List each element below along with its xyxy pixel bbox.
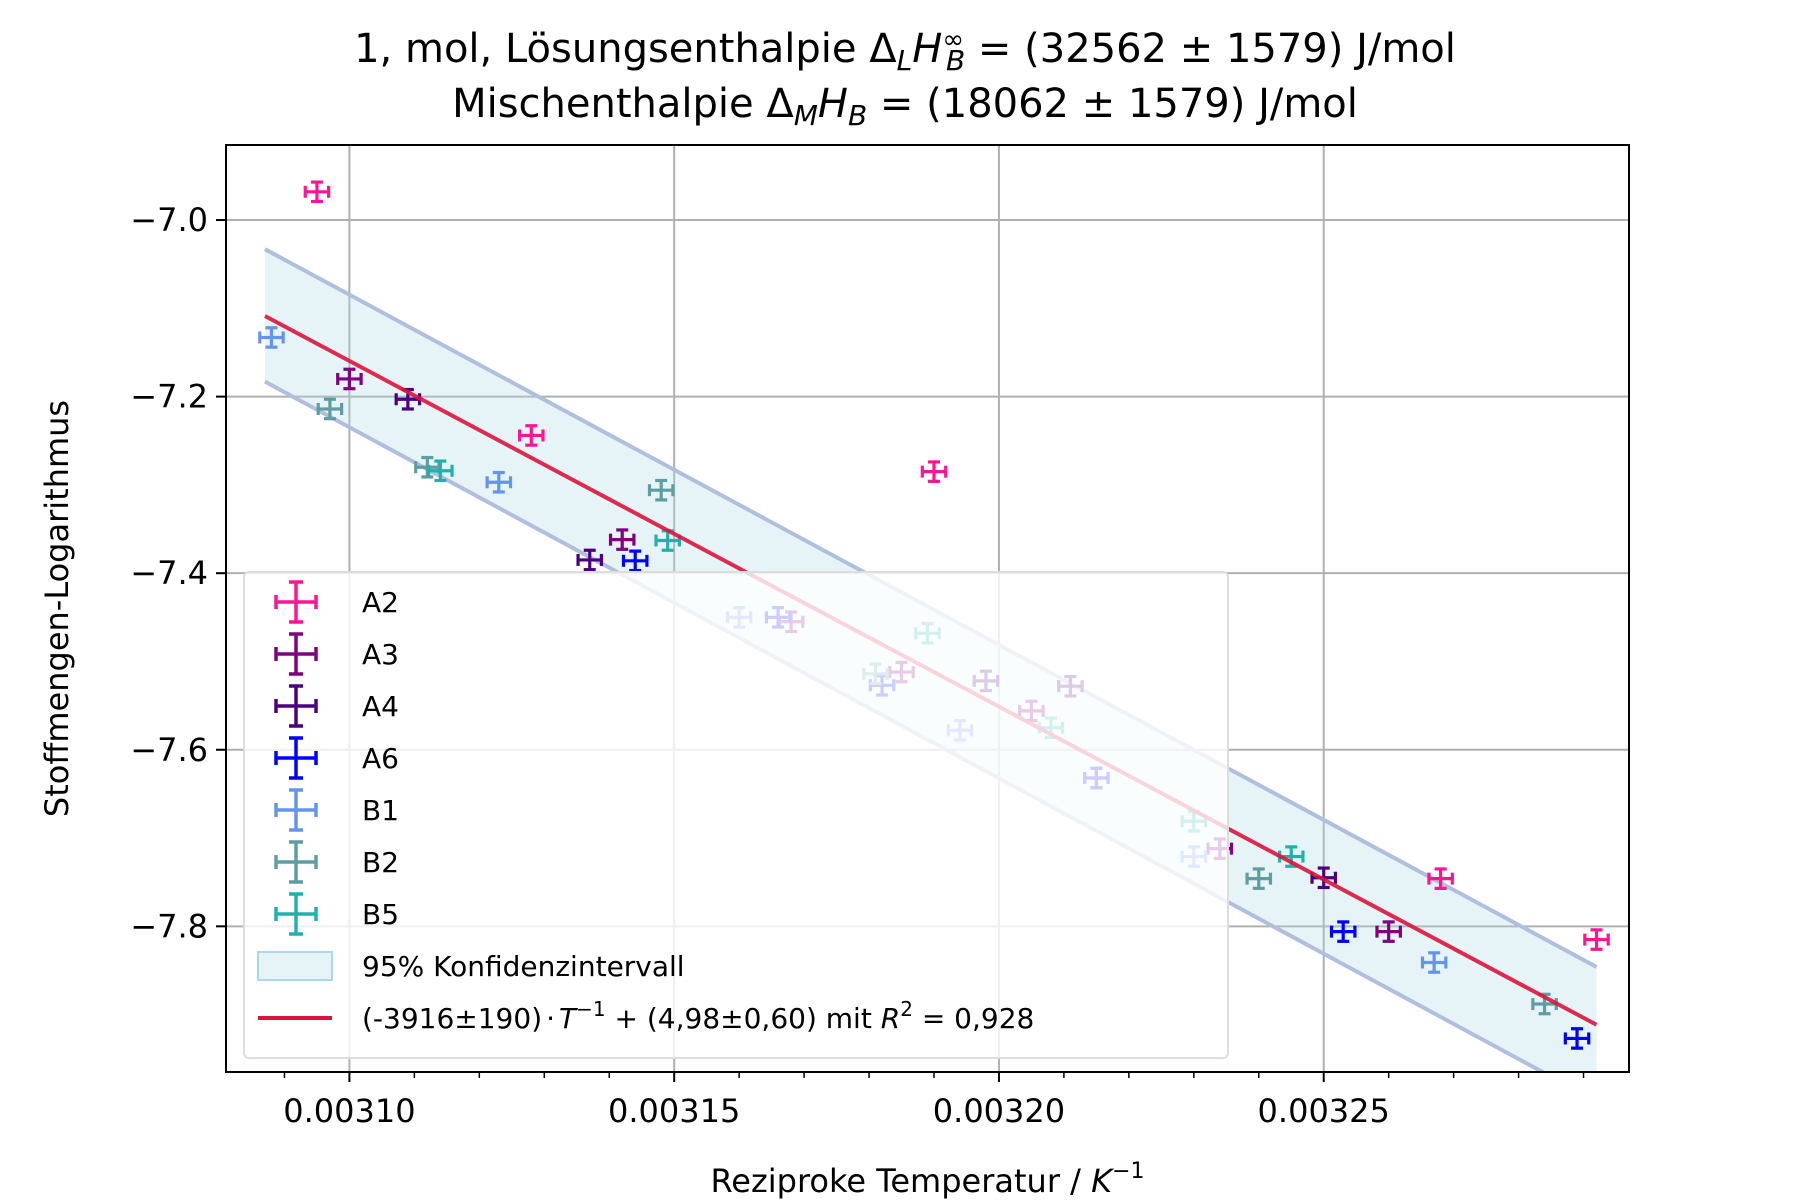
x-tick-label: 0.00325: [1258, 1092, 1390, 1130]
legend-label: A3: [362, 638, 399, 671]
legend-entry-a4: A4: [274, 684, 399, 728]
legend-label: A2: [362, 586, 399, 619]
legend-entry-a2: A2: [274, 580, 399, 624]
data-point-a2: [920, 460, 948, 483]
x-tick-label: 0.00315: [608, 1092, 740, 1130]
data-point-a3: [336, 367, 363, 391]
data-point-b2: [316, 397, 344, 421]
data-point-a3: [1375, 920, 1402, 943]
legend-entry-confidence-band: 95% Konfidenzintervall: [257, 950, 685, 983]
y-tick-label: −7.4: [130, 554, 208, 592]
legend-label: B5: [362, 898, 399, 931]
data-point-a6: [1329, 920, 1357, 943]
y-tick-label: −7.6: [130, 731, 208, 769]
x-axis-label: Reziproke Temperatur / K−1: [710, 1159, 1144, 1200]
data-point-b1: [258, 326, 285, 349]
data-point-a2: [1583, 928, 1610, 951]
data-point-b2: [1245, 867, 1273, 890]
legend-label: (-3916±190) · T−1 + (4,98±0,60) mit R2 = 0…: [362, 997, 1034, 1035]
legend-entry-a3: A3: [274, 632, 399, 676]
data-point-a4: [576, 548, 604, 572]
chart-title-line-2: Mischenthalpie ΔMHB = (18062 ± 1579) J/m…: [452, 81, 1358, 132]
legend-entry-a6: A6: [274, 736, 399, 780]
plot-frame: [225, 144, 1630, 1073]
legend-label: 95% Konfidenzintervall: [362, 950, 685, 983]
legend-label: B1: [362, 794, 399, 827]
legend-label: A6: [362, 742, 399, 775]
y-axis-label: Stoffmengen-Logarithmus: [38, 400, 76, 817]
legend-entry-b1: B1: [274, 788, 399, 832]
legend: A2 A3 A4 A6 B1 B2 B5 95% Konfidenzintervall (-39…: [243, 571, 1229, 1059]
chart-title-line-1: 1, mol, Lösungsenthalpie ΔLH∞ B = (32562 …: [354, 25, 1456, 77]
data-point-b5: [427, 459, 454, 483]
y-tick-label: −7.8: [130, 907, 208, 945]
data-point-b1: [485, 470, 513, 494]
legend-box: [243, 571, 1229, 1059]
legend-entry-b5: B5: [274, 892, 399, 936]
axis-ticks: 0.00310 0.00315 0.00320 0.00325 −7.0 −7.2 −7.4…: [130, 201, 1585, 1130]
data-point-a6: [621, 549, 649, 573]
data-point-b1: [1420, 951, 1448, 974]
data-point-a6: [1563, 1027, 1591, 1050]
x-tick-label: 0.00320: [933, 1092, 1065, 1130]
data-point-b5: [654, 529, 681, 552]
data-point-a2: [1427, 867, 1454, 890]
data-point-a3: [608, 528, 636, 551]
y-tick-label: −7.2: [130, 378, 208, 416]
data-point-a2: [517, 424, 545, 447]
data-point-a2: [303, 180, 331, 204]
legend-entry-fit-line: (-3916±190) · T−1 + (4,98±0,60) mit R2 = 0…: [258, 997, 1034, 1035]
data-point-b2: [647, 478, 675, 502]
legend-entry-b2: B2: [274, 840, 399, 884]
legend-label: A4: [362, 690, 399, 723]
y-tick-label: −7.0: [130, 201, 208, 239]
legend-label: B2: [362, 846, 399, 879]
x-tick-label: 0.00310: [283, 1092, 415, 1130]
